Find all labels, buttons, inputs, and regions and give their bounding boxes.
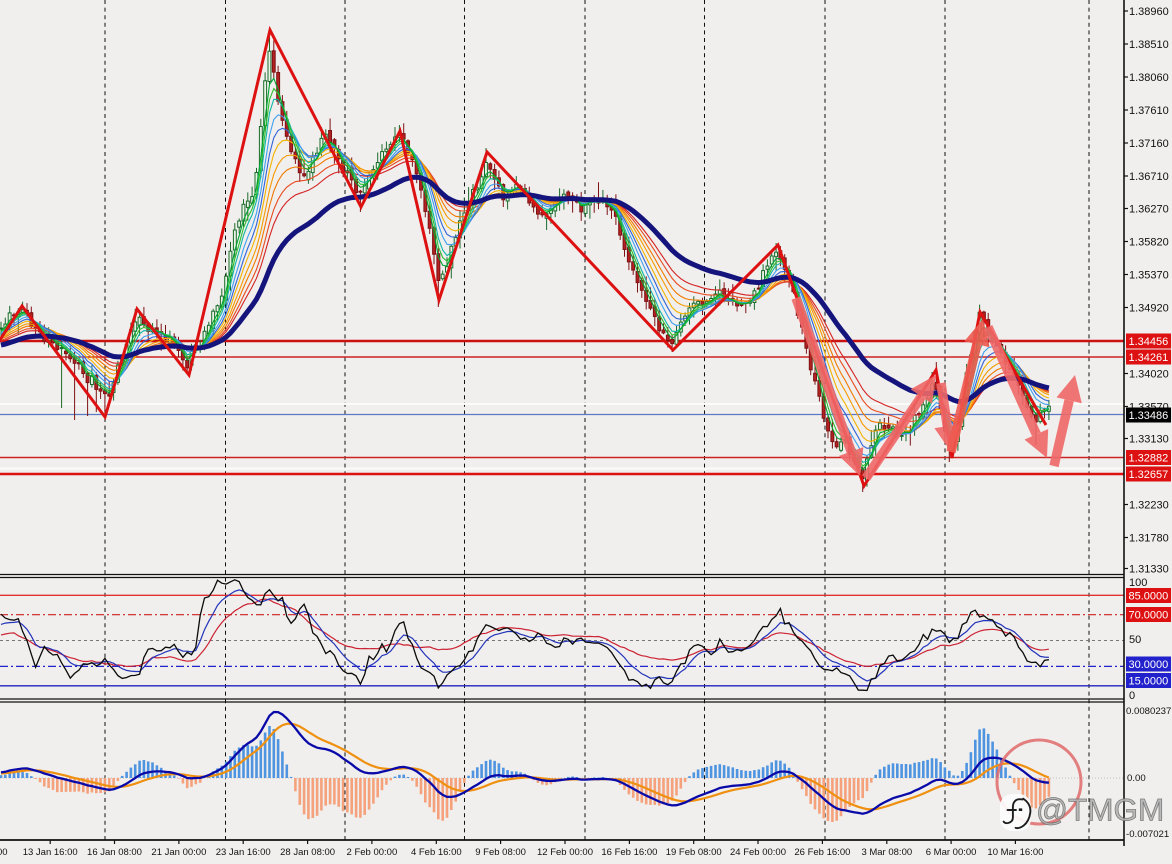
svg-text:00: 00 bbox=[0, 847, 8, 858]
svg-text:15.0000: 15.0000 bbox=[1129, 676, 1169, 688]
svg-text:0.00: 0.00 bbox=[1127, 773, 1146, 784]
svg-text:1.34020: 1.34020 bbox=[1129, 369, 1169, 381]
svg-text:1.35820: 1.35820 bbox=[1129, 237, 1169, 249]
svg-text:9 Feb 08:00: 9 Feb 08:00 bbox=[475, 847, 526, 858]
svg-text:3 Mar 08:00: 3 Mar 08:00 bbox=[861, 847, 912, 858]
svg-text:1.31780: 1.31780 bbox=[1129, 533, 1169, 545]
svg-text:1.36270: 1.36270 bbox=[1129, 204, 1169, 216]
svg-text:1.37160: 1.37160 bbox=[1129, 138, 1169, 150]
svg-text:21 Jan 00:00: 21 Jan 00:00 bbox=[151, 847, 206, 858]
svg-text:@TMGM: @TMGM bbox=[1036, 792, 1164, 828]
svg-text:16 Jan 08:00: 16 Jan 08:00 bbox=[87, 847, 142, 858]
svg-text:1.35370: 1.35370 bbox=[1129, 270, 1169, 282]
svg-text:19 Feb 08:00: 19 Feb 08:00 bbox=[666, 847, 722, 858]
svg-text:13 Jan 16:00: 13 Jan 16:00 bbox=[23, 847, 78, 858]
svg-text:4 Feb 16:00: 4 Feb 16:00 bbox=[411, 847, 462, 858]
svg-text:16 Feb 16:00: 16 Feb 16:00 bbox=[601, 847, 657, 858]
svg-text:1.38060: 1.38060 bbox=[1129, 72, 1169, 84]
svg-text:1.31330: 1.31330 bbox=[1129, 564, 1169, 576]
svg-text:28 Jan 08:00: 28 Jan 08:00 bbox=[280, 847, 335, 858]
svg-text:30.0000: 30.0000 bbox=[1129, 659, 1169, 671]
svg-text:1.34456: 1.34456 bbox=[1129, 336, 1169, 348]
svg-text:1.38510: 1.38510 bbox=[1129, 39, 1169, 51]
svg-text:0.0080237: 0.0080237 bbox=[1126, 706, 1171, 717]
svg-text:1.32882: 1.32882 bbox=[1129, 453, 1169, 465]
svg-text:26 Feb 16:00: 26 Feb 16:00 bbox=[794, 847, 850, 858]
svg-text:1.38960: 1.38960 bbox=[1129, 6, 1169, 18]
svg-text:24 Feb 00:00: 24 Feb 00:00 bbox=[730, 847, 786, 858]
svg-text:50: 50 bbox=[1129, 634, 1141, 646]
svg-text:1.34261: 1.34261 bbox=[1129, 352, 1169, 364]
svg-text:6 Mar 00:00: 6 Mar 00:00 bbox=[926, 847, 977, 858]
svg-text:2 Feb 00:00: 2 Feb 00:00 bbox=[347, 847, 398, 858]
svg-text:10 Mar 16:00: 10 Mar 16:00 bbox=[987, 847, 1043, 858]
svg-text:85.0000: 85.0000 bbox=[1129, 591, 1169, 603]
svg-text:1.37610: 1.37610 bbox=[1129, 105, 1169, 117]
svg-text:23 Jan 16:00: 23 Jan 16:00 bbox=[216, 847, 271, 858]
svg-text:0: 0 bbox=[1129, 690, 1135, 702]
svg-text:-0.007021: -0.007021 bbox=[1126, 829, 1169, 840]
svg-text:1.32657: 1.32657 bbox=[1129, 469, 1169, 481]
svg-text:1.36710: 1.36710 bbox=[1129, 171, 1169, 183]
svg-text:12 Feb 00:00: 12 Feb 00:00 bbox=[537, 847, 593, 858]
svg-text:1.33130: 1.33130 bbox=[1129, 434, 1169, 446]
svg-text:1.33486: 1.33486 bbox=[1129, 410, 1169, 422]
svg-text:70.0000: 70.0000 bbox=[1129, 610, 1169, 622]
svg-text:100: 100 bbox=[1129, 577, 1147, 589]
svg-text:1.34920: 1.34920 bbox=[1129, 303, 1169, 315]
svg-text:1.32230: 1.32230 bbox=[1129, 500, 1169, 512]
